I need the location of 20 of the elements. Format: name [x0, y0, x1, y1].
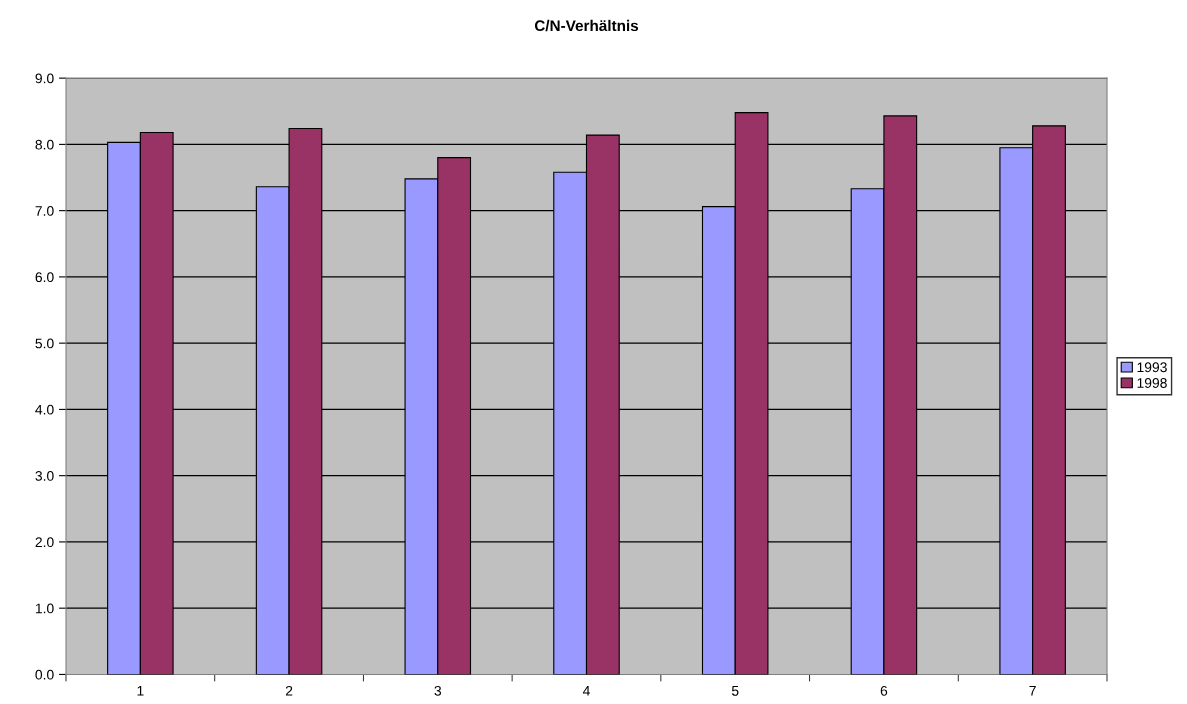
y-tick-label: 7.0: [35, 205, 54, 216]
x-tick-label: 3: [434, 685, 442, 696]
legend-label: 1993: [1137, 362, 1167, 373]
y-tick-label: 2.0: [35, 537, 54, 548]
x-tick-label: 7: [1029, 686, 1036, 696]
y-tick-label: 9.0: [35, 73, 54, 84]
legend-label: 1998: [1137, 378, 1167, 388]
y-tick-label: 1.0: [35, 603, 54, 614]
x-tick-label: 1: [137, 686, 144, 696]
x-tick-label: 4: [582, 686, 590, 696]
y-tick-label: 0.0: [35, 669, 54, 680]
y-tick-label: 5.0: [35, 338, 54, 349]
y-tick-label: 8.0: [35, 139, 54, 150]
y-tick-label: 3.0: [35, 471, 54, 481]
x-tick-label: 6: [880, 685, 888, 696]
y-tick-label: 4.0: [35, 404, 54, 415]
x-tick-label: 2: [285, 685, 293, 696]
chart-title: C/N-Verhältnis: [534, 19, 639, 32]
x-tick-label: 5: [731, 686, 739, 696]
y-tick-label: 6.0: [35, 272, 54, 283]
